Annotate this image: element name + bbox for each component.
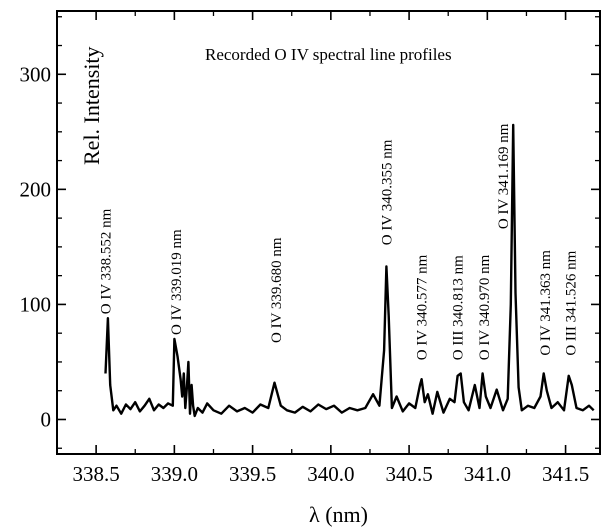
plot-frame: [56, 10, 601, 455]
x-tick-label: 341.5: [542, 462, 589, 486]
line-annotation: O III 340.813 nm: [451, 255, 467, 360]
line-annotation: O IV 340.577 nm: [415, 254, 431, 360]
chart-title: Recorded O IV spectral line profiles: [205, 45, 452, 64]
line-annotation: O IV 341.169 nm: [496, 123, 512, 229]
spectrum-line: [104, 123, 595, 418]
y-tick-label: 200: [20, 177, 52, 201]
line-annotation: O IV 340.355 nm: [379, 139, 395, 245]
x-axis-label: λ (nm): [309, 502, 368, 527]
line-annotation: O IV 339.680 nm: [269, 237, 285, 343]
line-annotation: O IV 341.363 nm: [538, 250, 554, 356]
line-annotations: O IV 338.552 nm O IV 339.019 nm O IV 339.6…: [99, 123, 580, 360]
line-annotation: O IV 340.970 nm: [477, 254, 493, 360]
x-tick-label: 340.0: [307, 462, 354, 486]
axis-ticks: [56, 11, 600, 454]
y-tick-labels: 0 100 200 300: [20, 62, 52, 431]
line-annotation: O IV 339.019 nm: [169, 229, 185, 335]
y-axis-label: Rel. Intensity: [79, 46, 104, 165]
x-tick-labels: 338.5 339.0 339.5 340.0 340.5 341.0 341.5: [72, 462, 589, 486]
x-tick-label: 338.5: [72, 462, 119, 486]
x-tick-label: 340.5: [385, 462, 432, 486]
y-tick-label: 100: [20, 292, 52, 316]
x-tick-label: 339.0: [151, 462, 198, 486]
y-tick-label: 300: [20, 62, 52, 86]
y-tick-label: 0: [41, 407, 52, 431]
line-annotation: O IV 338.552 nm: [99, 208, 115, 314]
x-tick-label: 339.5: [229, 462, 276, 486]
line-annotation: O III 341.526 nm: [563, 250, 579, 355]
x-tick-label: 341.0: [464, 462, 511, 486]
